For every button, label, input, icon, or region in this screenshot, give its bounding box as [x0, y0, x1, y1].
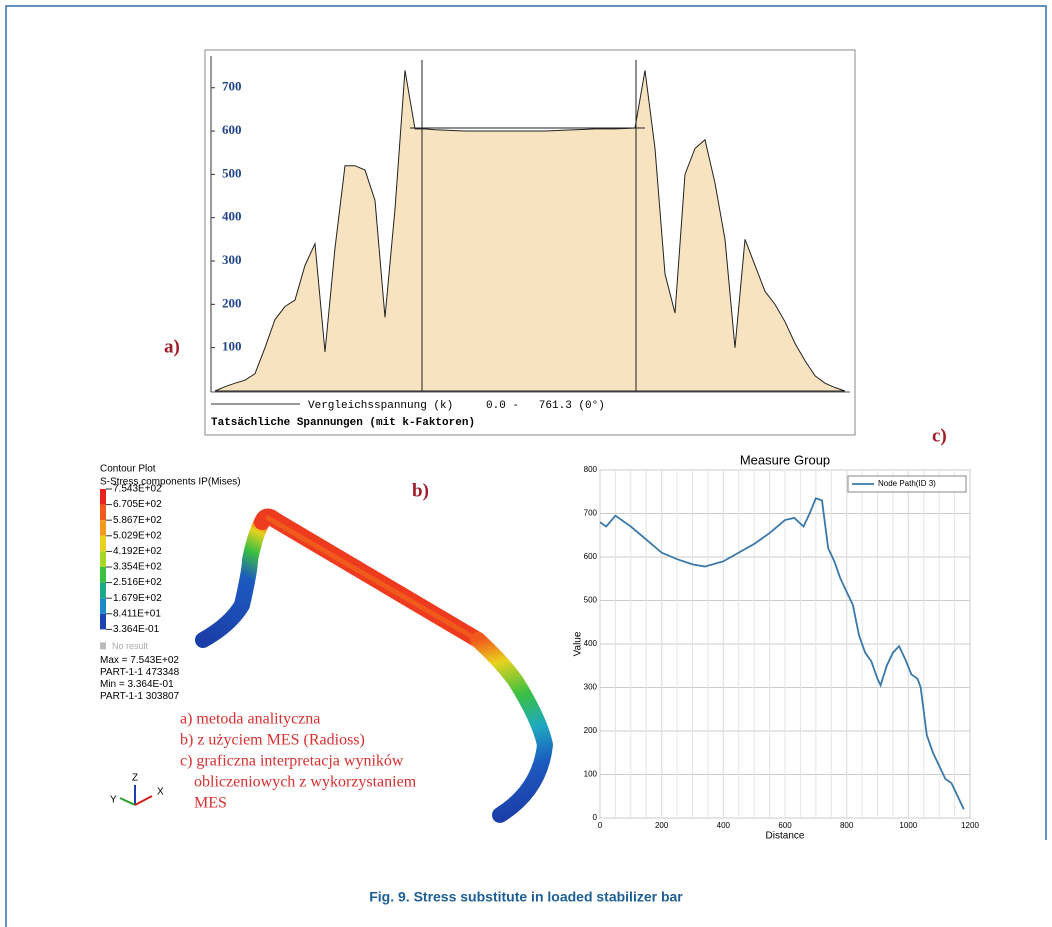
legend-tick-label: 1.679E+02: [113, 593, 162, 604]
color-band: [100, 614, 106, 630]
y-tick-label: 500: [222, 165, 242, 180]
y-tick-label: 300: [222, 252, 242, 267]
no-result-swatch: [100, 642, 106, 649]
y-tick-label: 600: [222, 122, 242, 137]
y-tick-label: 800: [584, 465, 598, 474]
legend-tick-label: 4.192E+02: [113, 546, 162, 557]
contour-note: Max = 7.543E+02: [100, 655, 179, 666]
legend-line: b) z użyciem MES (Radioss): [180, 732, 365, 749]
x-tick-label: 400: [717, 821, 731, 830]
legend-tick-label: 3.354E+02: [113, 562, 162, 573]
contour-note: PART-1-1 303807: [100, 691, 180, 702]
legend-line: obliczeniowych z wykorzystaniem: [194, 774, 417, 791]
axis-letter: Y: [110, 795, 117, 806]
axis-letter: X: [157, 787, 164, 798]
legend-tick-label: 7.543E+02: [113, 484, 162, 495]
contour-note: Min = 3.364E-01: [100, 679, 174, 690]
x-tick-label: 800: [840, 821, 854, 830]
y-tick-label: 500: [584, 596, 598, 605]
y-axis-label: Value: [573, 631, 584, 656]
legend-line: MES: [194, 795, 227, 812]
legend-tick-label: 3.364E-01: [113, 624, 160, 635]
y-tick-label: 600: [584, 552, 598, 561]
y-tick-label: 200: [222, 295, 242, 310]
panel-label: b): [412, 480, 429, 501]
x-axis-label: Distance: [766, 831, 805, 842]
range-label: 0.0 - 761.3 (0°): [486, 400, 605, 412]
y-tick-label: 400: [584, 639, 598, 648]
no-result: No result: [112, 641, 149, 651]
y-tick-label: 400: [222, 209, 242, 224]
legend-tick-label: 5.029E+02: [113, 530, 162, 541]
y-tick-label: 100: [584, 770, 598, 779]
axis-triad: Z Y X: [110, 773, 164, 806]
legend-line: a) metoda analityczna: [180, 711, 320, 728]
legend-tick-label: 6.705E+02: [113, 499, 162, 510]
x-tick-label: 200: [655, 821, 669, 830]
legend-label: Node Path(ID 3): [878, 479, 936, 488]
x-tick-label: 1200: [961, 821, 979, 830]
y-tick-label: 700: [222, 79, 242, 94]
color-band: [100, 536, 106, 552]
caption: Fig. 9. Stress substitute in loaded stab…: [369, 889, 683, 905]
panel-label: c): [932, 425, 947, 446]
color-band: [100, 551, 106, 567]
legend-tick-label: 5.867E+02: [113, 515, 162, 526]
footer: Tatsächliche Spannungen (mit k-Faktoren): [211, 417, 475, 429]
color-band: [100, 567, 106, 583]
legend-list: a) metoda analityczna b) z użyciem MES (…: [180, 711, 417, 812]
panel-label: a): [164, 336, 180, 357]
y-tick-label: 700: [584, 509, 598, 518]
page: Vergleichsspannung (k) 0.0 - 761.3 (0°) …: [0, 0, 1052, 927]
x-label: Vergleichsspannung (k): [308, 400, 453, 412]
contour-note: PART-1-1 473348: [100, 667, 180, 678]
stabilizer-bar: [203, 516, 545, 815]
y-tick-label: 200: [584, 726, 598, 735]
figure: Vergleichsspannung (k) 0.0 - 761.3 (0°) …: [0, 0, 1052, 927]
y-tick-label: 100: [222, 339, 242, 354]
color-band: [100, 489, 106, 505]
x-tick-label: 600: [778, 821, 792, 830]
color-band: [100, 505, 106, 521]
color-band: [100, 520, 106, 536]
contour-title: Contour Plot: [100, 464, 156, 475]
y-tick-label: 300: [584, 683, 598, 692]
legend-line: c) graficzna interpretacja wyników: [180, 753, 404, 770]
legend-tick-label: 8.411E+01: [113, 608, 161, 619]
x-tick-label: 0: [598, 821, 603, 830]
x-tick-label: 1000: [899, 821, 917, 830]
axis-letter: Z: [132, 773, 138, 784]
chart-title: Measure Group: [740, 452, 830, 467]
color-band: [100, 598, 106, 614]
color-band: [100, 583, 106, 599]
legend-tick-label: 2.516E+02: [113, 577, 162, 588]
